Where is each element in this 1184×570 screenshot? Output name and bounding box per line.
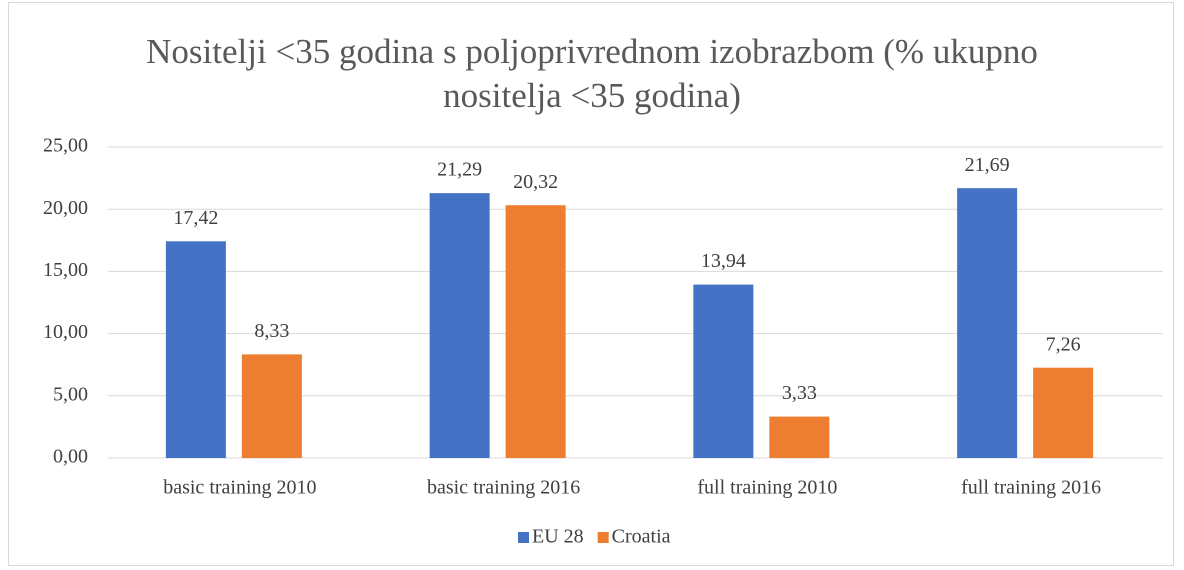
legend-swatch [518,532,529,543]
y-tick-label: 20,00 [43,197,88,219]
x-tick-label: full training 2010 [697,477,837,499]
legend-swatch [597,532,609,543]
data-label: 17,42 [173,207,218,229]
data-label: 20,32 [513,171,558,193]
data-label: 3,33 [782,382,817,404]
y-tick-label: 0,00 [53,446,88,468]
legend-label: EU 28 [532,526,584,548]
x-tick-label: basic training 2010 [163,477,316,499]
data-label: 21,29 [437,159,482,181]
chart-title: Nositelji <35 godina s poljoprivrednom i… [146,32,1038,115]
bar [693,284,754,458]
bar [1033,367,1094,458]
y-tick-label: 15,00 [43,259,88,281]
data-label: 8,33 [254,320,289,342]
y-tick-label: 25,00 [43,135,88,157]
bar [165,241,226,458]
y-tick-label: 5,00 [53,383,88,405]
bar [769,416,830,458]
y-tick-label: 10,00 [43,321,88,343]
bar [505,205,566,458]
bar [957,188,1018,459]
bar [241,354,302,458]
x-tick-label: full training 2016 [961,477,1101,499]
legend-label: Croatia [612,526,671,548]
data-label: 7,26 [1046,333,1081,355]
data-label: 21,69 [965,154,1010,176]
data-label: 13,94 [701,250,746,272]
chart-frame [8,2,1174,566]
x-tick-label: basic training 2016 [427,477,580,499]
bar [429,193,490,458]
